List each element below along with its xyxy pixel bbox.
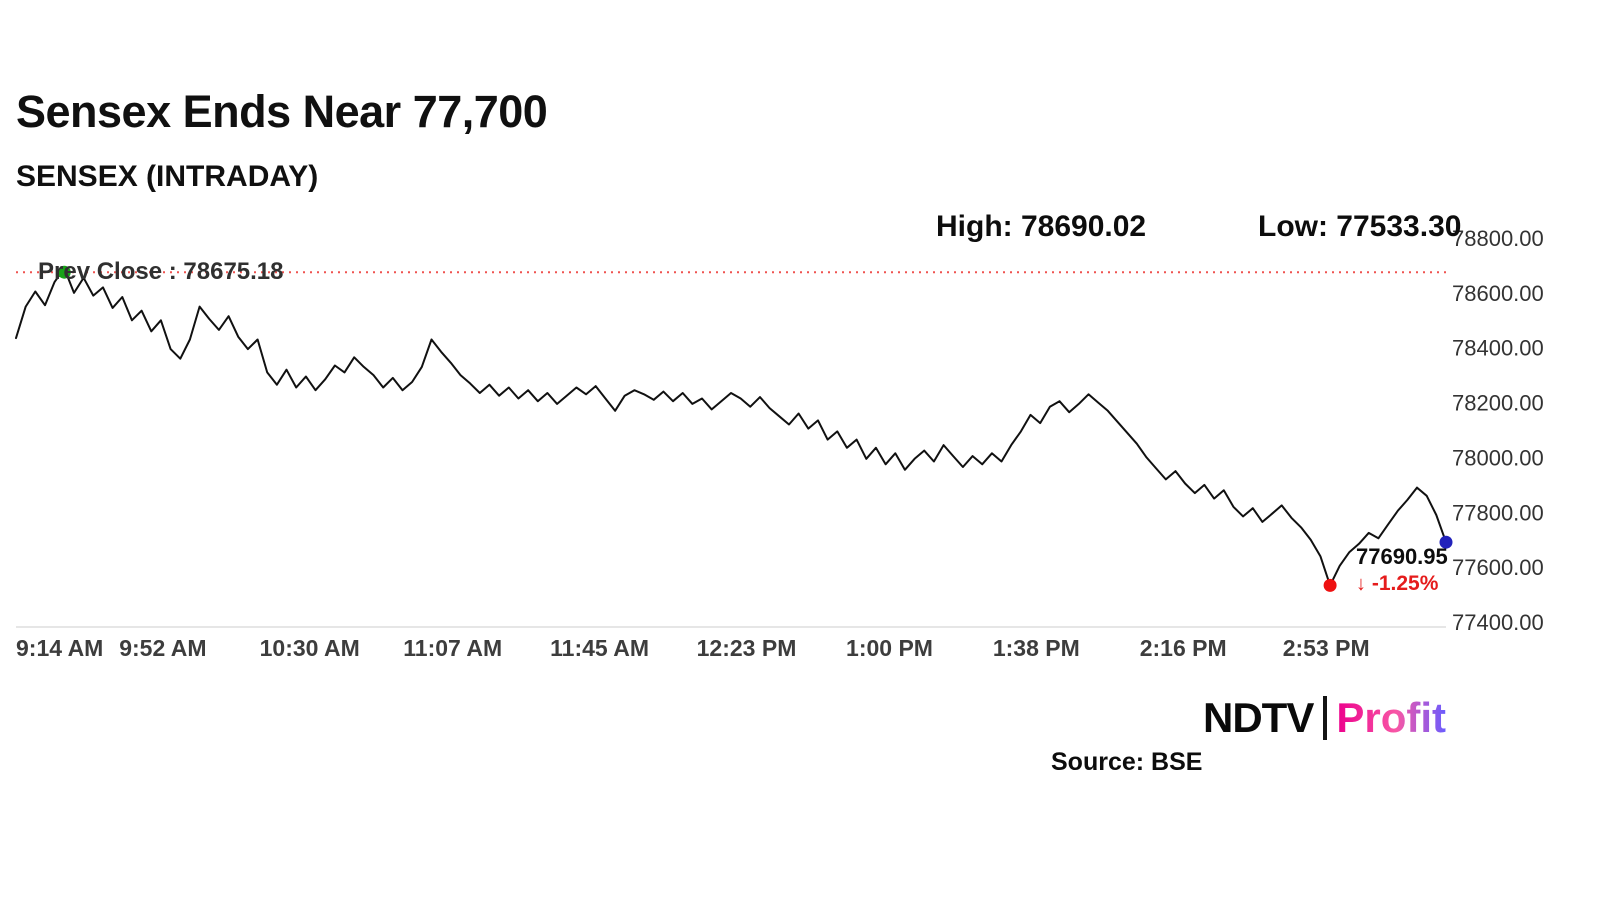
- ndtv-logo-text: NDTV: [1203, 694, 1314, 741]
- ndtv-profit-logo: NDTV Profit: [1203, 694, 1446, 742]
- y-axis-tick-label: 78800.00: [1452, 226, 1544, 251]
- y-axis-tick-label: 77400.00: [1452, 610, 1544, 635]
- x-axis-tick-label: 9:14 AM: [16, 635, 103, 661]
- down-arrow-icon: ↓: [1356, 573, 1366, 596]
- x-axis-tick-label: 11:07 AM: [403, 635, 502, 661]
- change-percent: -1.25%: [1371, 572, 1439, 596]
- x-axis-tick-label: 12:23 PM: [697, 635, 797, 661]
- x-axis-tick-label: 1:00 PM: [846, 635, 933, 661]
- page-title: Sensex Ends Near 77,700: [16, 86, 548, 137]
- x-axis-tick-label: 9:52 AM: [119, 635, 206, 661]
- profit-logo-text: Profit: [1336, 694, 1446, 741]
- logo-separator-bar: [1323, 696, 1328, 740]
- last-price-value: 77690.95: [1356, 544, 1448, 569]
- x-axis-tick-label: 2:53 PM: [1283, 635, 1370, 661]
- source-attribution: Source: BSE: [1051, 748, 1203, 776]
- high-stat: High: 78690.02: [936, 210, 1147, 243]
- y-axis-tick-label: 77600.00: [1452, 555, 1544, 580]
- x-axis-tick-label: 2:16 PM: [1140, 635, 1227, 661]
- last-price-change: ↓ -1.25%: [1356, 572, 1448, 595]
- prev-close-marker: [57, 265, 71, 279]
- y-axis-tick-label: 78000.00: [1452, 445, 1544, 470]
- y-axis-tick-label: 78200.00: [1452, 391, 1544, 416]
- last-price-annotation: 77690.95 ↓ -1.25%: [1356, 544, 1448, 595]
- x-axis-tick-label: 11:45 AM: [550, 635, 649, 661]
- x-axis-tick-label: 10:30 AM: [260, 635, 360, 661]
- x-axis-tick-label: 1:38 PM: [993, 635, 1080, 661]
- y-axis-tick-label: 77800.00: [1452, 500, 1544, 525]
- last-marker: [1439, 535, 1453, 549]
- y-axis-tick-label: 78400.00: [1452, 336, 1544, 361]
- y-axis-tick-label: 78600.00: [1452, 281, 1544, 306]
- price-line: [15, 267, 1447, 587]
- chart-subtitle: SENSEX (INTRADAY): [16, 160, 319, 193]
- low-marker: [1323, 578, 1337, 592]
- prev-close-label: Prev Close : 78675.18: [38, 258, 284, 285]
- low-stat: Low: 77533.30: [1258, 210, 1462, 243]
